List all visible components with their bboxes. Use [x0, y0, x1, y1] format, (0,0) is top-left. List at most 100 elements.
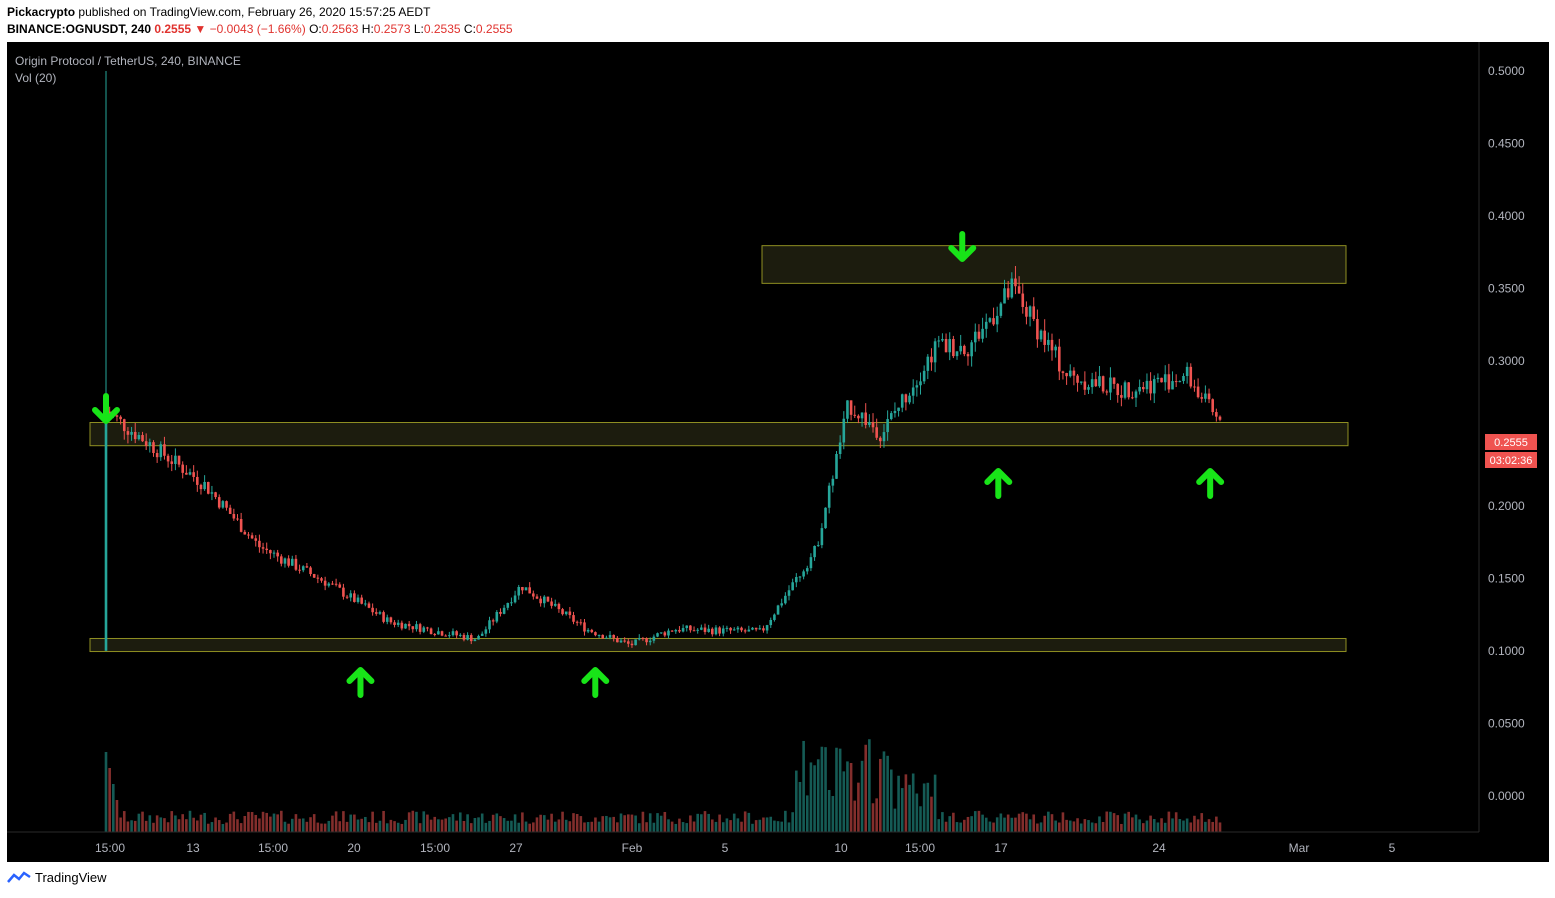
candle-body — [1112, 377, 1116, 384]
candle-body — [970, 342, 973, 357]
candle-body — [893, 410, 897, 414]
candle-body — [221, 501, 225, 508]
volume-bar — [634, 815, 637, 832]
candle-body — [130, 431, 133, 435]
volume-bar — [988, 821, 992, 832]
candle-body — [758, 628, 762, 630]
volume-bar — [787, 822, 791, 832]
volume-bar — [1098, 816, 1101, 832]
volume-bar — [1061, 812, 1065, 832]
candle-body — [659, 632, 663, 634]
candle-body — [236, 518, 239, 520]
price-tick-label: 0.3500 — [1488, 281, 1525, 295]
candle-body — [765, 625, 769, 631]
candle-body — [1215, 412, 1218, 417]
symbol-info: BINANCE:OGNUSDT, 240 0.2555 ▼ −0.0043 (−… — [7, 22, 513, 36]
time-tick-label: 20 — [347, 841, 361, 855]
volume-bar — [473, 817, 477, 832]
candle-body — [287, 558, 290, 566]
price-chart[interactable]: 0.5000 0.4500 0.4000 0.3500 0.3000 0.2000 0.15… — [7, 42, 1549, 862]
volume-bar — [1215, 816, 1218, 832]
candle-body — [619, 640, 623, 643]
candle-body — [1025, 306, 1028, 317]
volume-bar — [725, 818, 729, 832]
volume-bar — [181, 814, 185, 832]
candle-body — [133, 431, 137, 440]
candle-body — [243, 531, 247, 535]
volume-bar — [550, 813, 553, 832]
volume-bar — [225, 822, 228, 832]
volume-bar — [908, 784, 911, 832]
candle-body — [1101, 376, 1105, 392]
candle-body — [919, 381, 922, 386]
volume-bar — [1079, 823, 1083, 832]
candle-body — [148, 442, 152, 446]
candle-body — [652, 636, 656, 641]
candle-body — [210, 492, 214, 494]
volume-bar — [1167, 811, 1171, 832]
volume-bar — [1193, 815, 1196, 832]
volume-bar — [732, 813, 736, 832]
volume-bar — [1050, 814, 1054, 832]
volume-bar — [122, 811, 126, 832]
candle-body — [678, 629, 681, 632]
candle-body — [805, 568, 809, 572]
candle-body — [144, 441, 148, 446]
volume-bar — [557, 819, 561, 832]
candle-body — [480, 633, 484, 636]
volume-bar — [258, 818, 261, 832]
volume-bar — [568, 821, 572, 832]
candle-body — [908, 395, 911, 403]
volume-bar — [751, 823, 754, 832]
volume-bar — [995, 817, 999, 832]
chart-panel[interactable]: 0.5000 0.4500 0.4000 0.3500 0.3000 0.2000 0.15… — [7, 42, 1549, 862]
volume-bar — [1211, 821, 1214, 832]
volume-bar — [393, 821, 396, 832]
published-text: published on TradingView.com, February 2… — [78, 5, 431, 19]
candle-body — [1054, 346, 1057, 351]
chart-title: Origin Protocol / TetherUS, 240, BINANCE — [15, 54, 241, 68]
candle-body — [400, 622, 404, 629]
candle-body — [879, 437, 882, 442]
candle-body — [590, 629, 594, 633]
volume-bar — [323, 823, 327, 832]
volume-bar — [342, 811, 345, 832]
volume-bar — [904, 774, 908, 832]
volume-bar — [948, 816, 952, 832]
candle-body — [1028, 306, 1032, 317]
volume-bar — [1054, 820, 1057, 832]
candle-body — [579, 622, 583, 624]
candle-body — [1178, 381, 1182, 383]
candle-body — [491, 620, 495, 622]
volume-bar — [1036, 823, 1039, 832]
candle-body — [462, 634, 466, 640]
volume-bar — [1138, 819, 1141, 832]
volume-bar — [692, 821, 696, 832]
candle-body — [320, 578, 323, 581]
volume-bar — [210, 822, 214, 832]
candle-body — [824, 507, 827, 529]
candle-body — [1145, 380, 1149, 390]
volume-bar — [155, 815, 159, 832]
volume-bar — [992, 822, 995, 832]
candle-body — [575, 621, 579, 623]
candle-body — [258, 540, 261, 548]
footer[interactable]: TradingView — [7, 870, 107, 885]
candle-body — [572, 615, 575, 622]
volume-bar — [217, 820, 221, 832]
candle-body — [415, 624, 418, 630]
volume-bar — [1120, 823, 1123, 832]
volume-bar — [612, 816, 615, 832]
volume-bar — [553, 821, 557, 832]
volume-bar — [448, 817, 451, 832]
candle-body — [495, 611, 499, 622]
candle-body — [196, 476, 199, 485]
candle-body — [988, 318, 992, 322]
candle-body — [305, 566, 309, 568]
candle-body — [933, 341, 937, 363]
candle-body — [623, 640, 626, 642]
volume-bar — [875, 798, 878, 832]
candle-body — [568, 611, 572, 616]
volume-bar — [502, 818, 506, 832]
price-tick-label: 0.1500 — [1488, 571, 1525, 585]
